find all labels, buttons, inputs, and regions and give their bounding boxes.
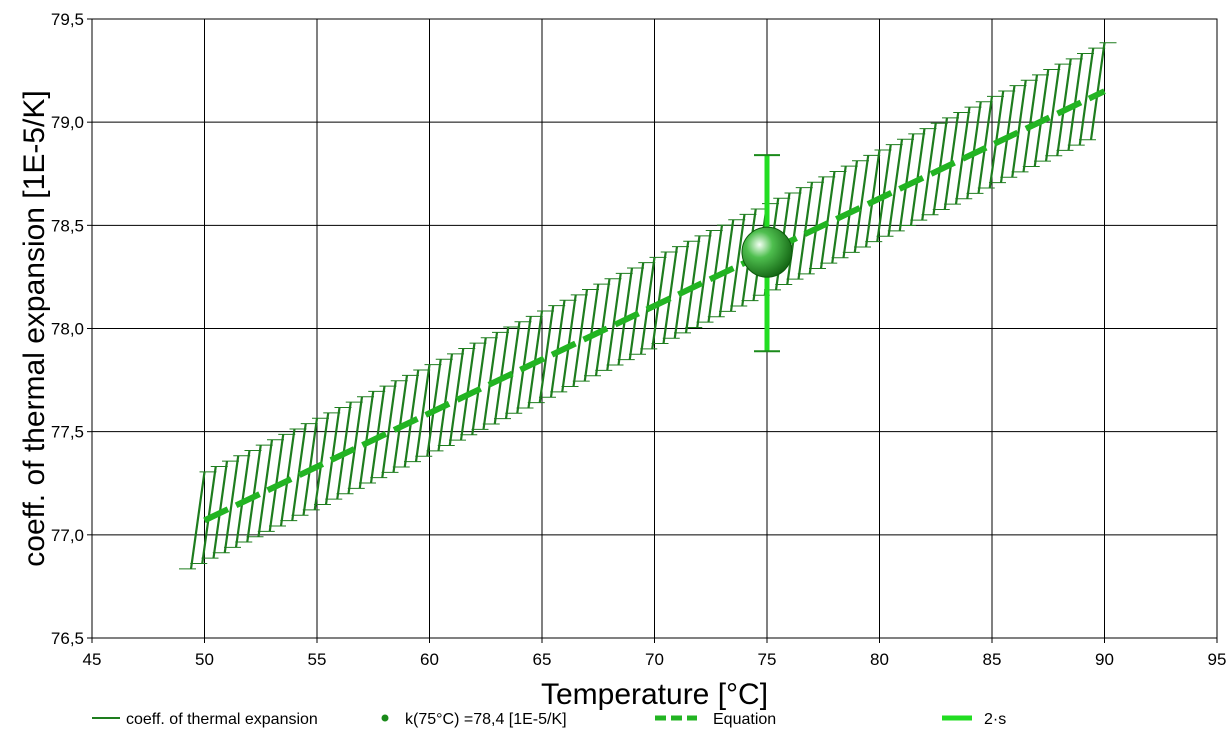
legend-label: Equation — [713, 711, 776, 728]
errorbar-line — [257, 439, 274, 537]
errorbar-line — [977, 96, 994, 194]
y-tick-label: 79,5 — [51, 10, 84, 29]
y-tick-label: 79,0 — [51, 113, 84, 132]
errorbar-line — [1078, 47, 1095, 146]
errorbar-line — [347, 396, 364, 494]
x-tick-label: 80 — [870, 650, 889, 669]
legend-label: k(75°C) =78,4 [1E-5/K] — [405, 711, 567, 728]
legend-label: 2·s — [984, 711, 1006, 728]
errorbar-line — [572, 289, 589, 387]
x-axis-title: Temperature [°C] — [541, 678, 768, 711]
equation-line — [203, 88, 1106, 524]
legend: coeff. of thermal expansion k(75°C) =78,4… — [92, 711, 1006, 728]
axes: 45 50 55 60 65 70 75 80 85 90 95 76,5 77,0 77,5 78,0 78… — [18, 10, 1226, 711]
errorbar-line — [414, 364, 431, 462]
y-tick-label: 77,0 — [51, 526, 84, 545]
errorbar-line — [223, 455, 240, 553]
x-tick-label: 95 — [1208, 650, 1227, 669]
equation-line — [203, 88, 1106, 524]
errorbar-line — [819, 171, 836, 269]
errorbar-line — [921, 123, 937, 221]
x-tick-label: 75 — [758, 650, 777, 669]
highlight-point — [741, 226, 793, 278]
x-tick-label: 85 — [983, 650, 1002, 669]
y-tick-label: 78,5 — [51, 216, 84, 235]
errorbar-line — [538, 305, 555, 403]
errorbar-line — [189, 471, 206, 570]
x-tick-label: 60 — [420, 650, 439, 669]
errorbar-line — [696, 230, 712, 328]
errorbar-line — [662, 246, 679, 344]
x-tick-label: 70 — [645, 650, 664, 669]
y-axis-title: coeff. of thermal expansion [1E-5/K] — [18, 90, 51, 566]
x-tick-label: 45 — [83, 650, 102, 669]
errorbar-line — [853, 155, 870, 253]
errorbar-line — [729, 214, 746, 312]
errorbar-line — [1044, 64, 1061, 162]
errorbar-line — [381, 380, 397, 478]
y-tick-label: 76,5 — [51, 629, 84, 648]
highlight-point-group — [741, 154, 793, 353]
errorbar-line — [1011, 80, 1027, 178]
legend-symbol-dot — [381, 714, 389, 722]
x-tick-label: 90 — [1095, 650, 1114, 669]
legend-label: coeff. of thermal expansion — [126, 711, 318, 728]
y-tick-label: 78,0 — [51, 320, 84, 339]
x-tick-label: 55 — [308, 650, 327, 669]
x-tick-label: 50 — [195, 650, 214, 669]
errorbar-line — [313, 412, 330, 511]
errorbar-line — [887, 139, 904, 237]
x-tick-label: 65 — [533, 650, 552, 669]
y-tick-label: 77,5 — [51, 423, 84, 442]
errorbar-line — [504, 321, 521, 419]
